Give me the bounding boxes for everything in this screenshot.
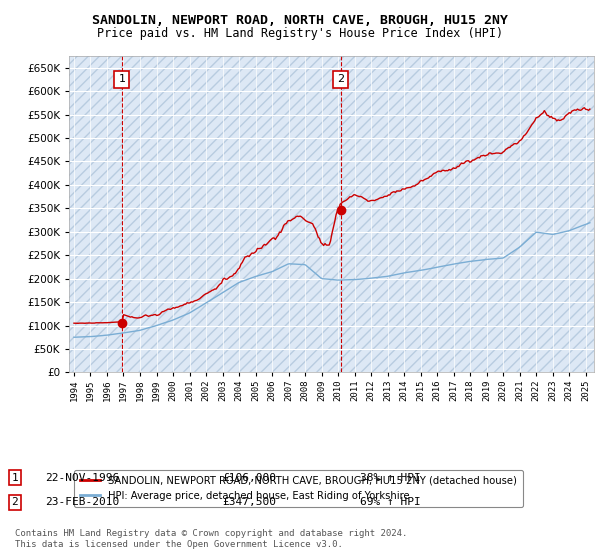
Text: 69% ↑ HPI: 69% ↑ HPI bbox=[360, 497, 421, 507]
Text: 1: 1 bbox=[118, 74, 125, 85]
Text: 2: 2 bbox=[337, 74, 344, 85]
Text: 23-FEB-2010: 23-FEB-2010 bbox=[45, 497, 119, 507]
Legend: SANDOLIN, NEWPORT ROAD, NORTH CAVE, BROUGH, HU15 2NY (detached house), HPI: Aver: SANDOLIN, NEWPORT ROAD, NORTH CAVE, BROU… bbox=[74, 470, 523, 507]
Text: 1: 1 bbox=[11, 473, 19, 483]
Text: 38% ↑ HPI: 38% ↑ HPI bbox=[360, 473, 421, 483]
Text: Contains HM Land Registry data © Crown copyright and database right 2024.
This d: Contains HM Land Registry data © Crown c… bbox=[15, 529, 407, 549]
Text: SANDOLIN, NEWPORT ROAD, NORTH CAVE, BROUGH, HU15 2NY: SANDOLIN, NEWPORT ROAD, NORTH CAVE, BROU… bbox=[92, 14, 508, 27]
Text: £106,000: £106,000 bbox=[222, 473, 276, 483]
Text: 22-NOV-1996: 22-NOV-1996 bbox=[45, 473, 119, 483]
Text: 2: 2 bbox=[11, 497, 19, 507]
Text: Price paid vs. HM Land Registry's House Price Index (HPI): Price paid vs. HM Land Registry's House … bbox=[97, 27, 503, 40]
Text: £347,500: £347,500 bbox=[222, 497, 276, 507]
